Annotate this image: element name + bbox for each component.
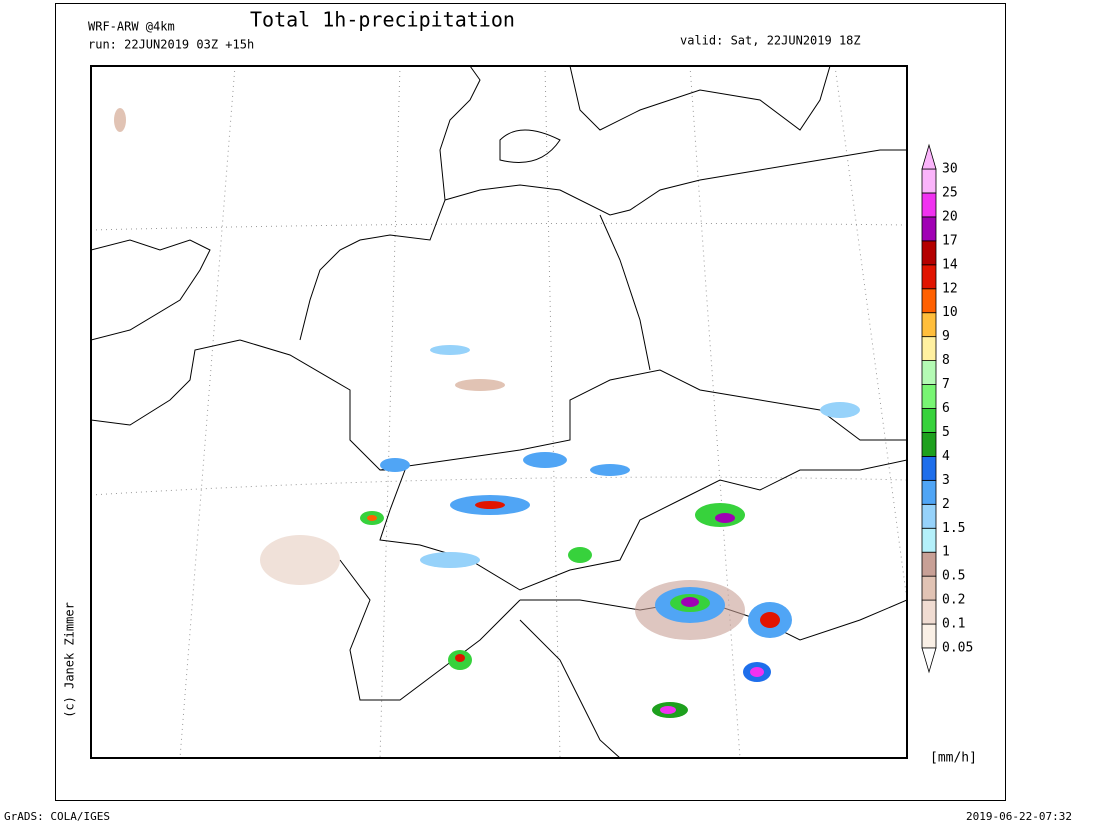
colorbar-label: 0.2 <box>942 593 965 608</box>
colorbar-box <box>921 551 937 577</box>
colorbar-box <box>921 623 937 649</box>
colorbar-box <box>921 312 937 338</box>
credit: (c) Janek Zimmer <box>63 602 77 718</box>
colorbar-label: 17 <box>942 233 958 248</box>
colorbar-label: 3 <box>942 473 950 488</box>
colorbar-label: 25 <box>942 185 958 200</box>
coastlines <box>91 66 907 426</box>
colorbar-box <box>921 192 937 218</box>
model-label: WRF-ARW @4km <box>88 20 175 34</box>
colorbar-label: 2 <box>942 497 950 512</box>
graticule <box>91 66 907 758</box>
map <box>90 65 908 759</box>
colorbar-box <box>921 479 937 505</box>
colorbar-box <box>921 216 937 242</box>
precipitation <box>114 108 860 718</box>
colorbar-label: 30 <box>942 162 958 177</box>
footer-right: 2019-06-22-07:32 <box>966 810 1072 823</box>
colorbar-box <box>921 408 937 433</box>
colorbar-label: 14 <box>942 257 958 272</box>
colorbar-box <box>921 288 937 314</box>
colorbar-bottom-arrow <box>921 647 937 674</box>
run-label: run: 22JUN2019 03Z +15h <box>88 38 254 52</box>
colorbar-label: 0.5 <box>942 569 965 584</box>
colorbar-box <box>921 503 937 529</box>
colorbar-box <box>921 240 937 266</box>
colorbar-top-arrow <box>921 143 937 170</box>
colorbar-label: 10 <box>942 305 958 320</box>
map-content <box>91 66 907 758</box>
colorbar: 0.05 0.1 0.2 0.5 1 1.5 2 3 4 5 6 7 8 9 10 12 14 17 20 25 30 <box>921 143 973 674</box>
colorbar-label: 6 <box>942 401 950 416</box>
colorbar-box <box>921 360 937 385</box>
colorbar-label: 4 <box>942 449 950 464</box>
colorbar-label: 1.5 <box>942 521 965 536</box>
colorbar-box <box>921 527 937 553</box>
unit-label: [mm/h] <box>930 751 977 766</box>
colorbar-label: 1 <box>942 545 950 560</box>
colorbar-label: 8 <box>942 353 950 368</box>
colorbar-label: 0.1 <box>942 617 965 632</box>
colorbar-label: 9 <box>942 329 950 344</box>
colorbar-box <box>921 168 937 194</box>
colorbar-box <box>921 336 937 361</box>
colorbar-box <box>921 455 937 481</box>
colorbar-label: 5 <box>942 425 950 440</box>
colorbar-label: 20 <box>942 209 958 224</box>
footer-left: GrADS: COLA/IGES <box>4 810 110 823</box>
colorbar-box <box>921 264 937 290</box>
colorbar-box <box>921 575 937 601</box>
outer-frame <box>55 3 1006 801</box>
map-frame <box>90 65 908 759</box>
colorbar-box <box>921 599 937 625</box>
colorbar-label: 12 <box>942 281 958 296</box>
title: Total 1h-precipitation <box>250 8 515 32</box>
colorbar-box <box>921 384 937 409</box>
colorbar-label: 7 <box>942 377 950 392</box>
valid-label: valid: Sat, 22JUN2019 18Z <box>680 34 861 48</box>
colorbar-box <box>921 432 937 457</box>
colorbar-label: 0.05 <box>942 641 973 656</box>
